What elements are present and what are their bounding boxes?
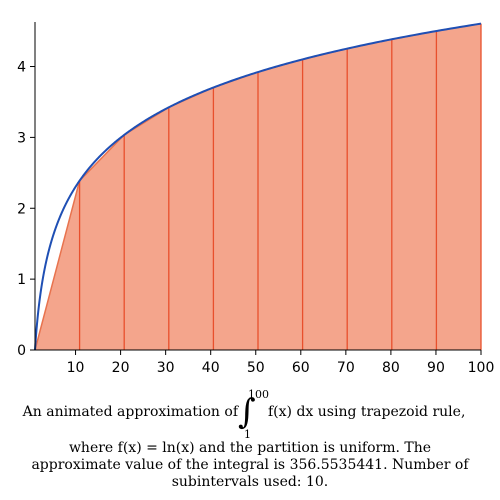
curve-layer bbox=[34, 22, 482, 351]
integral-upper-limit: 100 bbox=[248, 388, 269, 401]
caption-line-3: approximate value of the integral is 356… bbox=[31, 457, 469, 473]
x-tick-label-20: 20 bbox=[112, 360, 130, 376]
x-tick-label-50: 50 bbox=[247, 360, 265, 376]
trapezoid-6 bbox=[258, 59, 303, 350]
y-tick-label-2: 2 bbox=[17, 201, 26, 217]
x-tick-label-60: 60 bbox=[292, 360, 310, 376]
x-tick-label-10: 10 bbox=[67, 360, 85, 376]
caption: An animated approximation of ∫ 100 1 f(x… bbox=[0, 388, 500, 491]
trapezoid-8 bbox=[347, 39, 392, 350]
x-tick-label-70: 70 bbox=[337, 360, 355, 376]
y-tick-label-4: 4 bbox=[17, 60, 26, 76]
integral-lower-limit: 1 bbox=[244, 428, 251, 441]
function-curve bbox=[34, 22, 482, 351]
trapezoid-chart: 10 20 30 40 50 60 70 80 90 100 0 1 2 3 4 bbox=[17, 22, 494, 376]
integral-expression: ∫ 100 1 bbox=[238, 388, 270, 441]
x-tick-label-40: 40 bbox=[202, 360, 220, 376]
y-tick-label-3: 3 bbox=[17, 130, 26, 146]
caption-line-4: subintervals used: 10. bbox=[171, 474, 329, 490]
trapezoid-9 bbox=[391, 31, 437, 351]
trapezoid-3 bbox=[124, 107, 169, 350]
caption-part1: An animated approximation of bbox=[22, 404, 238, 420]
axes: 10 20 30 40 50 60 70 80 90 100 0 1 2 3 4 bbox=[17, 22, 494, 376]
caption-integrand: f(x) dx using trapezoid rule, bbox=[268, 404, 466, 420]
trapezoid-area-layer bbox=[34, 22, 482, 351]
trapezoid-10 bbox=[436, 23, 481, 350]
x-tick-label-100: 100 bbox=[468, 360, 495, 376]
x-tick-label-30: 30 bbox=[157, 360, 175, 376]
trapezoid-7 bbox=[302, 48, 348, 351]
y-tick-label-1: 1 bbox=[17, 272, 26, 288]
caption-line-1: An animated approximation of ∫ 100 1 f(x… bbox=[0, 388, 500, 441]
trapezoid-5 bbox=[213, 72, 258, 351]
integral-symbol: ∫ bbox=[238, 392, 256, 432]
x-tick-label-80: 80 bbox=[382, 360, 400, 376]
trapezoid-4 bbox=[168, 87, 214, 350]
y-tick-label-0: 0 bbox=[17, 343, 26, 359]
caption-line-2: where f(x) = ln(x) and the partition is … bbox=[68, 440, 432, 456]
trapezoid-2 bbox=[79, 134, 125, 350]
x-tick-label-90: 90 bbox=[427, 360, 445, 376]
